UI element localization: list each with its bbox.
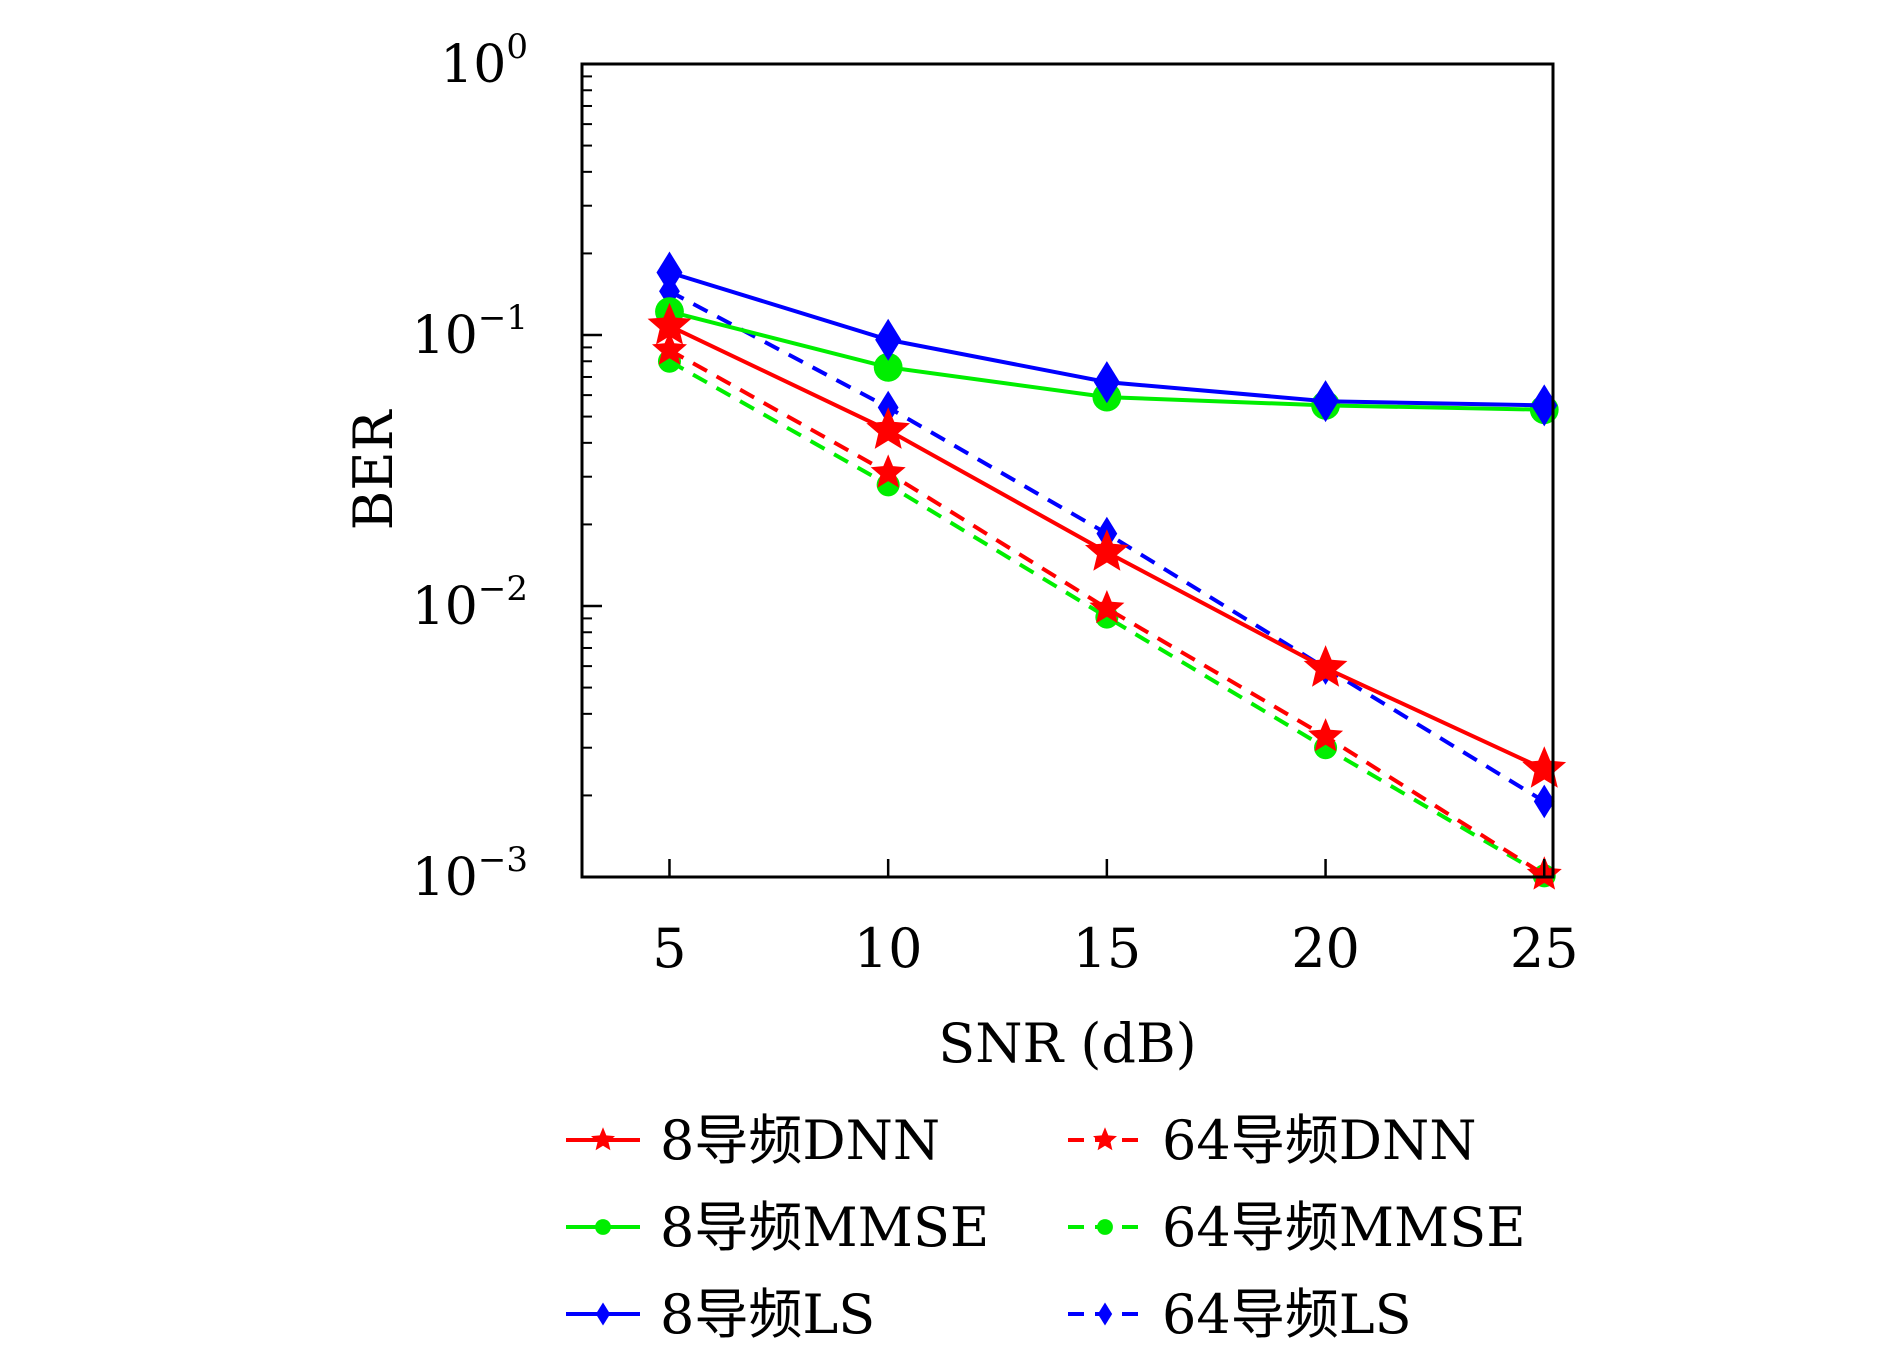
legend-label: 8导频LS bbox=[660, 1283, 875, 1345]
y-tick-label: 10−2 bbox=[412, 569, 528, 637]
data-point-star bbox=[647, 302, 692, 345]
data-point-diamond bbox=[1533, 784, 1555, 819]
data-point-diamond bbox=[656, 251, 683, 294]
legend-label: 64导频LS bbox=[1162, 1283, 1412, 1345]
data-point-diamond bbox=[1093, 361, 1120, 404]
legend-entry: 64导频DNN bbox=[1068, 1109, 1477, 1172]
data-point-star bbox=[1089, 590, 1125, 624]
data-point-star bbox=[652, 331, 687, 365]
data-point-star bbox=[870, 454, 906, 488]
series-5 bbox=[656, 251, 1558, 427]
x-tick-label: 10 bbox=[854, 917, 923, 980]
data-point-diamond bbox=[875, 318, 902, 361]
data-point-star bbox=[1522, 746, 1567, 788]
y-tick-exponent: −1 bbox=[478, 298, 528, 338]
legend-label: 64导频MMSE bbox=[1162, 1196, 1526, 1259]
x-tick-label: 20 bbox=[1291, 917, 1360, 980]
x-axis-label: SNR (dB) bbox=[938, 1012, 1196, 1075]
data-point-diamond bbox=[1531, 384, 1558, 427]
y-axis-label: BER bbox=[342, 409, 405, 530]
data-point-star bbox=[1093, 1127, 1117, 1151]
x-tick-label: 25 bbox=[1510, 917, 1579, 980]
legend-entry: 8导频DNN bbox=[566, 1109, 940, 1172]
data-point-star bbox=[866, 407, 910, 449]
legend-label: 8导频MMSE bbox=[660, 1196, 989, 1259]
data-point-diamond bbox=[1312, 380, 1339, 423]
y-tick-exponent: 0 bbox=[506, 27, 528, 67]
data-point-circle bbox=[873, 352, 903, 382]
data-point-diamond bbox=[595, 1302, 611, 1326]
data-point-star bbox=[1085, 529, 1129, 571]
data-point-circle bbox=[1097, 1219, 1113, 1235]
legend: 8导频DNN 64导频DNN 8导频MMSE 64导频MMSE 8导频LS 64导频LS bbox=[566, 1109, 1526, 1345]
data-point-circle bbox=[595, 1219, 611, 1235]
legend-entry: 8导频MMSE bbox=[566, 1196, 989, 1259]
legend-entry: 8导频LS bbox=[566, 1283, 875, 1345]
legend-label: 64导频DNN bbox=[1162, 1109, 1477, 1172]
series-line bbox=[668, 359, 1546, 878]
y-tick-label: 100 bbox=[440, 27, 528, 95]
y-tick-label: 10−1 bbox=[412, 298, 528, 366]
series-line bbox=[668, 348, 1546, 877]
y-tick-exponent: −3 bbox=[478, 840, 528, 880]
data-point-diamond bbox=[1097, 1302, 1113, 1326]
data-point-star bbox=[1308, 718, 1344, 752]
x-tick-label: 5 bbox=[652, 917, 686, 980]
plot-frame bbox=[580, 62, 1555, 879]
data-point-star bbox=[1303, 645, 1348, 687]
legend-entry: 64导频LS bbox=[1068, 1283, 1412, 1345]
data-point-star bbox=[591, 1127, 615, 1151]
y-tick-label: 10−3 bbox=[412, 840, 528, 908]
series-3 bbox=[655, 297, 1559, 425]
x-tick-label: 15 bbox=[1073, 917, 1142, 980]
ticks-layer: 5 10 15 20 25 100 10−1 10−2 10−3 bbox=[412, 27, 1579, 980]
legend-label: 8导频DNN bbox=[660, 1109, 940, 1172]
series-1 bbox=[647, 302, 1567, 788]
series-layer bbox=[647, 251, 1567, 890]
y-tick-exponent: −2 bbox=[478, 569, 528, 609]
series-4 bbox=[657, 349, 1556, 888]
legend-entry: 64导频MMSE bbox=[1068, 1196, 1526, 1259]
